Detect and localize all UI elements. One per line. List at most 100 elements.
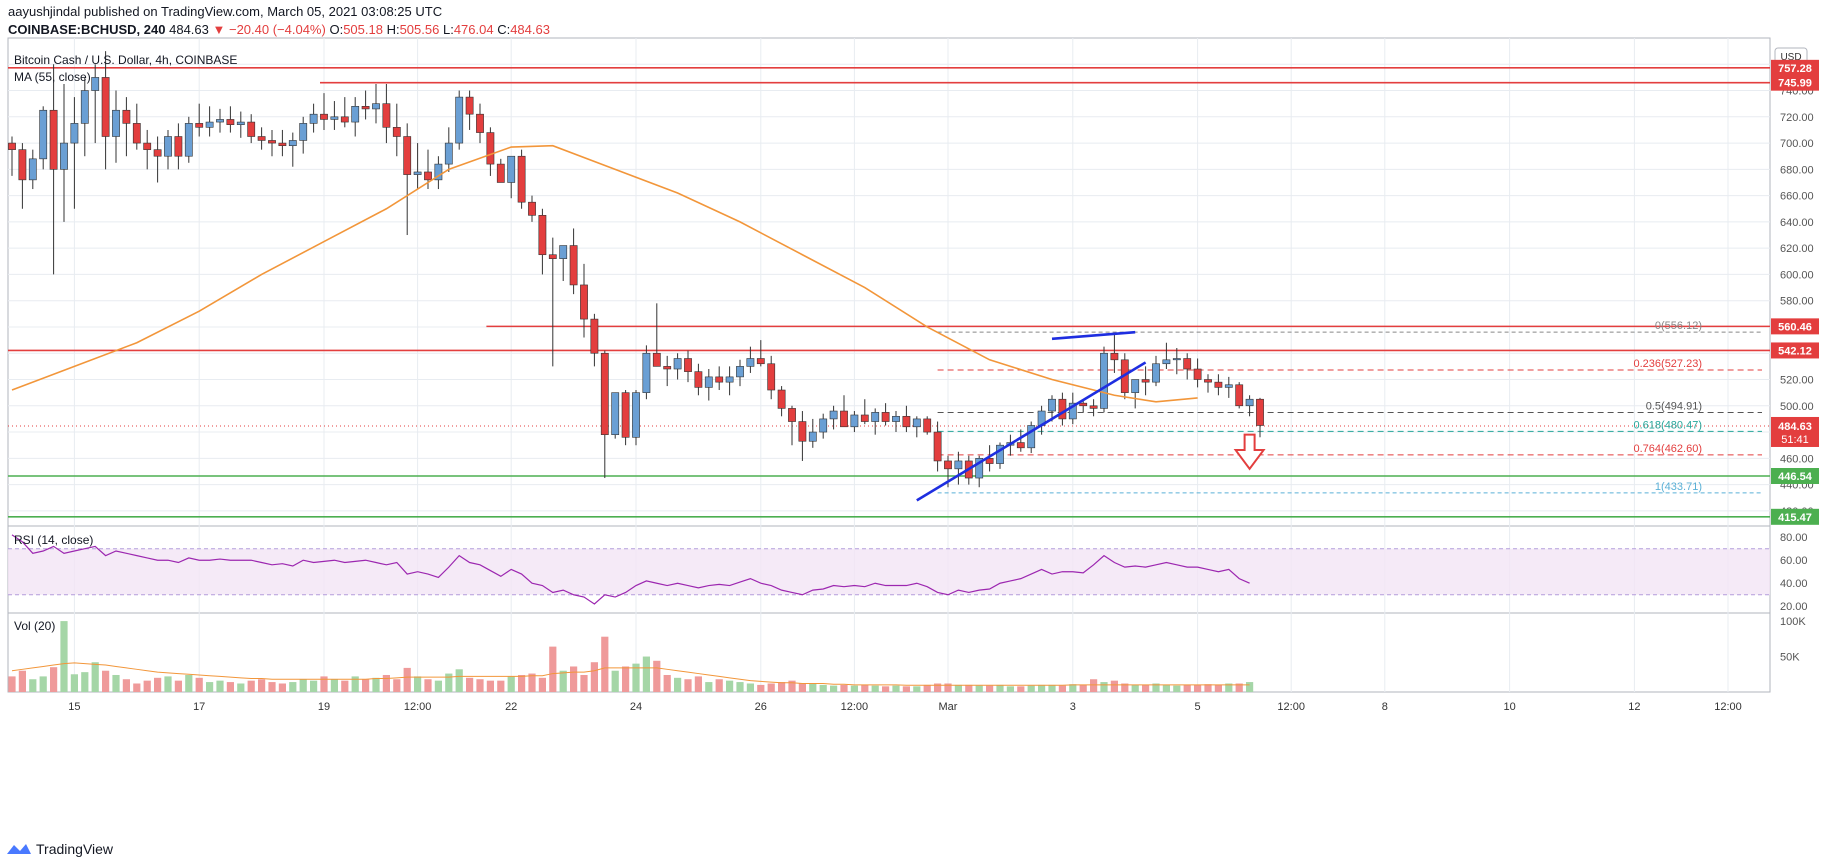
candle-body: [1016, 442, 1025, 449]
volume-bar: [247, 680, 255, 692]
candle-body: [621, 392, 630, 438]
candle-body: [746, 358, 755, 367]
candle-body: [1141, 379, 1150, 383]
tradingview-logo[interactable]: TradingView: [6, 841, 113, 857]
open-label: O:: [329, 22, 344, 37]
volume-bar: [715, 679, 723, 692]
candle-body: [538, 215, 547, 256]
candle-body: [829, 410, 838, 420]
resistance-757-tag: [1771, 59, 1819, 76]
candle-body: [236, 121, 245, 125]
rsi-tick-label: 40.00: [1780, 578, 1808, 590]
volume-bar: [1235, 683, 1243, 692]
candle-body: [351, 106, 360, 123]
candle-body: [60, 142, 68, 170]
volume-bar: [736, 682, 744, 692]
volume-bar: [60, 621, 68, 692]
volume-bar: [996, 684, 1004, 692]
publisher-line: aayushjindal published on TradingView.co…: [8, 4, 442, 19]
candle-body: [444, 142, 453, 165]
currency-label: USD: [1780, 52, 1801, 63]
volume-bar: [798, 683, 806, 692]
volume-bar: [393, 679, 401, 692]
volume-bar: [1090, 679, 1098, 692]
volume-bar: [476, 679, 484, 692]
time-tick-label: Mar: [939, 701, 958, 713]
time-tick-label: 3: [1070, 701, 1076, 713]
volume-bar: [871, 685, 879, 692]
candle-body: [195, 123, 204, 128]
candle-body: [860, 414, 869, 422]
support-446-label: 446.54: [1778, 471, 1813, 483]
volume-bar: [70, 674, 78, 692]
volume-bar: [466, 677, 474, 692]
candle-body: [1068, 402, 1077, 420]
high-value: 505.56: [399, 22, 440, 37]
candle-body: [392, 127, 401, 137]
volume-bar: [50, 667, 58, 692]
publisher-text: aayushjindal published on TradingView.co…: [8, 4, 443, 19]
price-change: ▼ −20.40 (−4.04%): [212, 22, 326, 37]
candle-body: [808, 431, 817, 442]
volume-bar: [518, 674, 526, 692]
candle-body: [663, 366, 672, 370]
volume-bar: [1194, 684, 1202, 692]
candle-body: [309, 113, 318, 124]
candle-body: [226, 119, 235, 125]
volume-bar: [341, 680, 349, 692]
candle-body: [8, 142, 16, 150]
low-label: L:: [442, 22, 454, 37]
volume-bar: [434, 680, 442, 692]
candle-body: [1214, 381, 1223, 388]
candle-body: [39, 109, 48, 160]
candle-body: [1110, 352, 1119, 361]
volume-bar: [424, 679, 432, 692]
volume-bar: [1246, 682, 1254, 692]
ma55-line: [11, 144, 1198, 403]
volume-bar: [216, 680, 224, 692]
fib-label-0.764: 0.764(462.60): [1634, 443, 1703, 455]
candle-body: [1058, 398, 1067, 420]
volume-bar: [497, 680, 505, 692]
volume-bar: [622, 666, 630, 692]
volume-bar: [174, 680, 182, 692]
candle-body: [257, 136, 266, 141]
candle-body: [652, 352, 661, 367]
candle-body: [299, 123, 308, 141]
time-tick-label: 22: [505, 701, 517, 713]
volume-bar: [29, 679, 37, 692]
support-415-label: 415.47: [1778, 512, 1812, 524]
rsi-band: [8, 548, 1770, 595]
volume-bar: [882, 686, 890, 692]
candle-body: [944, 460, 952, 470]
time-tick-label: 19: [318, 701, 330, 713]
candle-body: [153, 149, 162, 157]
candle-body: [590, 318, 599, 354]
volume-bar: [632, 663, 640, 692]
candle-body: [954, 460, 963, 470]
volume-bar: [986, 685, 994, 692]
close-value: 484.63: [510, 22, 550, 37]
candle-body: [933, 431, 942, 462]
candle-body: [881, 412, 890, 422]
time-tick-label: 12:00: [404, 701, 432, 713]
candle-body: [736, 366, 744, 378]
price-tick-label: 600.00: [1780, 269, 1814, 281]
volume-bar: [663, 674, 671, 692]
time-tick-label: 24: [630, 701, 642, 713]
volume-bar: [122, 679, 130, 692]
candle-body: [548, 254, 557, 259]
candle-body: [788, 408, 796, 422]
volume-bar: [91, 662, 99, 692]
candle-body: [216, 119, 224, 123]
volume-bar: [1131, 684, 1139, 692]
volume-bar: [81, 672, 89, 692]
candle-body: [372, 103, 380, 110]
close-label: C:: [497, 22, 511, 37]
candle-body: [112, 109, 120, 137]
fib-label-0.236: 0.236(527.23): [1634, 358, 1703, 370]
volume-bar: [642, 656, 650, 692]
volume-bar: [1017, 686, 1025, 692]
fib-label-0: 0(556.12): [1655, 320, 1702, 332]
